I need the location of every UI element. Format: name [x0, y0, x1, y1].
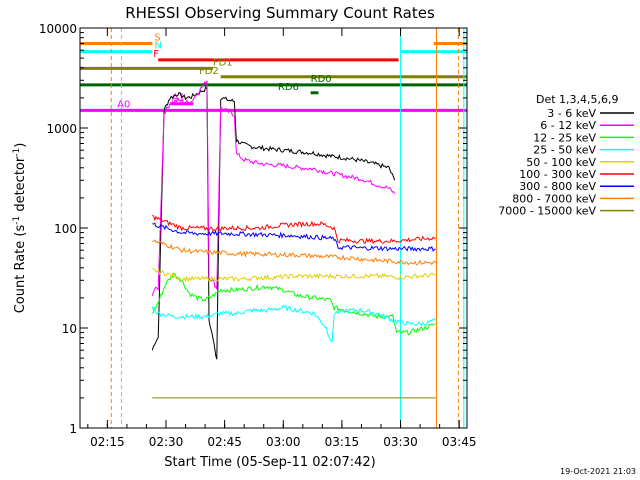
x-tick-label-3: 03:00: [266, 435, 301, 449]
footer-date: 19-Oct-2021 21:03: [560, 467, 636, 476]
y-axis: 1 10 100 1000 10000: [39, 22, 467, 436]
flag-label-FD2: FD2: [199, 66, 219, 77]
series-line-3: [151, 304, 437, 342]
data-series: [151, 80, 437, 399]
series-line-1: [151, 80, 396, 296]
y-tick-label-4: 10000: [39, 22, 77, 36]
y-axis-label: Count Rate (s-1 detector-1): [12, 143, 28, 314]
legend-label-3: 25 - 50 keV: [533, 144, 596, 157]
x-axis-label: Start Time (05-Sep-11 02:07:42): [164, 455, 375, 470]
y-label-main: Count Rate (s: [13, 225, 28, 314]
x-tick-label-4: 03:15: [325, 435, 360, 449]
series-line-7: [152, 239, 437, 266]
y-tick-label-2: 100: [54, 222, 77, 236]
y-label-sup1: -1: [12, 216, 22, 225]
y-tick-label-1: 10: [62, 322, 77, 336]
y-label-mid: detector: [13, 156, 28, 216]
legend-label-2: 12 - 25 keV: [533, 131, 596, 144]
flag-label-A1: A1: [172, 93, 185, 104]
flag-label-S: S: [154, 32, 160, 43]
legend-title: Det 1,3,4,5,6,9: [536, 93, 619, 106]
x-tick-label-2: 02:45: [207, 435, 242, 449]
y-label-sup2: -1: [12, 148, 22, 157]
legend-label-5: 100 - 300 keV: [519, 168, 596, 181]
chart-title: RHESSI Observing Summary Count Rates: [125, 4, 435, 22]
series-line-6: [152, 222, 436, 252]
legend-label-7: 800 - 7000 keV: [512, 192, 596, 205]
x-axis: 02:15 02:30 02:45 03:00 03:15 03:30 03:45: [87, 28, 477, 449]
series-line-4: [152, 267, 436, 283]
legend-label-1: 6 - 12 keV: [540, 119, 596, 132]
flag-label-RD6: RD6: [278, 82, 299, 93]
x-tick-label-1: 02:30: [149, 435, 184, 449]
x-tick-label-5: 03:30: [383, 435, 418, 449]
flag-label-RD0: RD0: [311, 74, 332, 85]
legend-label-6: 300 - 800 keV: [519, 180, 596, 193]
series-line-0: [151, 85, 396, 360]
legend-label-8: 7000 - 15000 keV: [498, 205, 596, 218]
y-tick-label-0: 1: [69, 422, 77, 436]
flag-label-FD1: FD1: [213, 57, 233, 68]
legend-label-0: 3 - 6 keV: [547, 107, 596, 120]
x-tick-label-6: 03:45: [442, 435, 477, 449]
legend-label-4: 50 - 100 keV: [526, 156, 596, 169]
series-line-5: [152, 215, 436, 245]
flag-label-F: F: [153, 49, 159, 60]
x-tick-label-0: 02:15: [90, 435, 125, 449]
y-tick-label-3: 1000: [46, 122, 77, 136]
flag-label-A0: A0: [117, 99, 130, 110]
y-label-end: ): [13, 143, 28, 148]
flag-label-N: N: [154, 41, 161, 52]
